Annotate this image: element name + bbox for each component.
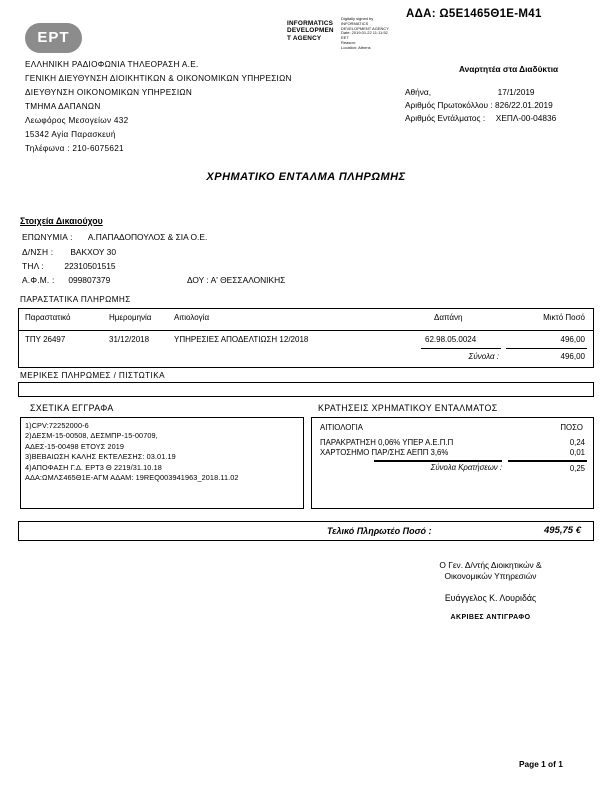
beneficiary-section-title: Στοιχεία Δικαιούχου [20,216,103,226]
org-line-dir: ΔΙΕΥΘΥΝΣΗ ΟΙΚΟΝΟΜΙΚΩΝ ΥΠΗΡΕΣΙΩΝ [25,88,193,97]
related-doc-line: 2)ΔΕΣΜ-15-00508, ΔΕΣΜΠΡ-15-00709, [25,431,158,441]
deductions-total-label: Σύνολα Κρατήσεων : [430,463,502,472]
beneficiary-afm-label: Α.Φ.Μ. : [22,275,55,285]
org-line-company: ΕΛΛΗΝΙΚΗ ΡΑΔΙΟΦΩΝΙΑ ΤΗΛΕΟΡΑΣΗ Α.Ε. [25,60,199,69]
deductions-header-amount: ΠΟΣΟ [560,423,583,432]
beneficiary-name-row: ΕΠΩΝΥΜΙΑ : Α.ΠΑΠΑΔΟΠΟΥΛΟΣ & ΣΙΑ Ο.Ε. [22,232,207,242]
related-doc-line: ΑΔΑ:ΩΜΛΣ465Θ1Ε-ΑΓΜ ΑΔΑΜ: 19REQ003941963_… [25,473,239,483]
related-doc-line: 3)ΒΕΒΑΙΩΣΗ ΚΑΛΗΣ ΕΚΤΕΛΕΣΗΣ: 03.01.19 [25,452,176,462]
ada-number: ΑΔΑ: Ω5Ε1465Θ1Ε-Μ41 [406,8,542,20]
order-number-line: Αριθμός Εντάλματος : ΧΕΠΛ-00-04836 [405,113,556,123]
stamp-agency-line: INFORMATICS [287,20,334,27]
beneficiary-doy: ΔΟΥ : Α' ΘΕΣΣΑΛΟΝΙΚΗΣ [187,275,285,285]
deductions-total-value: 0,25 [569,464,585,473]
order-number-label: Αριθμός Εντάλματος : [405,113,486,123]
related-doc-line: 1)CPV:72252000-6 [25,421,89,430]
certified-copy-label: ΑΚΡΙΒΕΣ ΑΝΤΙΓΡΑΦΟ [450,614,531,621]
org-line-dept: ΤΜΗΜΑ ΔΑΠΑΝΩΝ [25,102,101,111]
posted-on-internet-label: Αναρτητέα στα Διαδύκτια [459,64,559,74]
invoices-total-label: Σύνολα : [468,352,499,361]
signer-name: Ευάγγελος Κ. Λουριδάς [444,593,537,603]
invoice-row-reason: ΥΠΗΡΕΣΙΕΣ ΑΠΟΔΕΛΤΙΩΣΗ 12/2018 [174,335,309,344]
partial-payments-box [18,382,594,397]
beneficiary-address-value: ΒΑΚΧΟΥ 30 [70,247,116,257]
diavgeia-agency-stamp: INFORMATICS DEVELOPMEN T AGENCY [287,20,334,42]
deduction-row-amount: 0,01 [569,448,585,457]
final-total-value: 495,75 € [544,525,581,536]
invoices-header-reason: Αιτιολογία [174,313,210,322]
related-docs-section-title: ΣΧΕΤΙΚΑ ΕΓΓΡΑΦΑ [30,403,114,413]
beneficiary-phone-value: 22310501515 [64,261,116,271]
deduction-row-reason: ΧΑΡΤΟΣΗΜΟ ΠΑΡ/ΣΗΣ ΑΕΠΠ 3,6% [320,448,449,457]
related-doc-line: ΑΔΕΣ-15-00498 ΕΤΟΥΣ 2019 [25,441,125,451]
beneficiary-name-label: ΕΠΩΝΥΜΙΑ : [22,232,73,242]
ert-logo: ΕΡΤ [25,23,82,53]
deduction-row-reason: ΠΑΡΑΚΡΑΤΗΣΗ 0,06% ΥΠΕΡ Α.Ε.Π.Π [320,438,454,447]
beneficiary-afm-row: Α.Φ.Μ. : 099807379 ΔΟΥ : Α' ΘΕΣΣΑΛΟΝΙΚΗΣ [22,275,442,285]
org-line-city: 15342 Αγία Παρασκευή [25,130,116,139]
org-line-gen-dir: ΓΕΝΙΚΗ ΔΙΕΥΘΥΝΣΗ ΔΙΟΙΚΗΤΙΚΩΝ & ΟΙΚΟΝΟΜΙΚ… [25,74,292,83]
page-number: Page 1 of 1 [519,759,563,769]
invoice-row-gross: 496,00 [560,335,585,344]
invoices-amount-underline [506,348,587,349]
invoice-row-doc: ΤΠΥ 26497 [25,335,66,344]
deductions-header-reason: ΑΙΤΙΟΛΟΓΙΑ [320,423,363,432]
invoices-header-divider [19,330,593,331]
invoices-header-date: Ημερομηνία [109,313,152,322]
signer-title-line1: Ο Γεν. Δ/ντής Διοικητικών & [439,560,542,570]
order-number-value: ΧΕΠΛ-00-04836 [495,113,557,123]
deductions-table: ΑΙΤΙΟΛΟΓΙΑ ΠΟΣΟ ΠΑΡΑΚΡΑΤΗΣΗ 0,06% ΥΠΕΡ Α… [311,417,594,509]
beneficiary-afm-value: 099807379 [68,275,111,285]
beneficiary-phone-label: ΤΗΛ : [22,261,44,271]
deduction-row-amount: 0,24 [569,438,585,447]
page-title: ΧΡΗΜΑΤΙΚΟ ΕΝΤΑΛΜΑ ΠΛΗΡΩΜΗΣ [206,171,406,183]
deductions-total-divider [374,460,502,462]
related-docs-box: 1)CPV:72252000-6 2)ΔΕΣΜ-15-00508, ΔΕΣΜΠΡ… [20,417,304,509]
stamp-sig-line: Digitally signed by [341,16,374,21]
stamp-sig-line: EET [341,35,349,41]
ert-logo-text: ΕΡΤ [37,29,70,46]
invoices-section-title: ΠΑΡΑΣΤΑΤΙΚΑ ΠΛΗΡΩΜΗΣ [20,295,131,304]
invoice-row-date: 31/12/2018 [109,335,150,344]
city-label: Αθήνα, [405,87,432,97]
org-line-street: Λεωφόρος Μεσογείων 432 [25,116,129,125]
beneficiary-phone-row: ΤΗΛ : 22310501515 [22,261,116,271]
deductions-section-title: ΚΡΑΤΗΣΕΙΣ ΧΡΗΜΑΤΙΚΟΥ ΕΝΤΑΛΜΑΤΟΣ [318,403,498,413]
invoices-table: Παραστατικό Ημερομηνία Αιτιολογία Δαπάνη… [18,308,594,368]
stamp-sig-line: Date: 2019.01.22 11:11:52 [341,30,388,36]
partial-payments-section-title: ΜΕΡΙΚΕΣ ΠΛΗΡΩΜΕΣ / ΠΙΣΤΩΤΙΚΑ [20,371,165,380]
invoices-header-expense: Δαπάνη [434,313,463,322]
beneficiary-name-value: Α.ΠΑΠΑΔΟΠΟΥΛΟΣ & ΣΙΑ Ο.Ε. [87,232,208,242]
stamp-agency-line: DEVELOPMEN [287,27,334,35]
city-date-line: Αθήνα, 17/1/2019 [405,87,535,97]
digital-signature-stamp: Digitally signed by INFORMATICS DEVELOPM… [341,16,431,51]
invoice-row-expense: 62.98.05.0024 [425,335,477,344]
stamp-sig-line: Location: Athens [341,44,371,50]
document-date: 17/1/2019 [497,87,535,97]
stamp-sig-line: DEVELOPMENT AGENCY [341,25,389,31]
beneficiary-address-row: Δ/ΝΣΗ : ΒΑΚΧΟΥ 30 [22,247,116,257]
deductions-amount-divider [508,460,587,462]
protocol-value: 826/22.01.2019 [495,100,553,110]
beneficiary-doy-label: ΔΟΥ : [187,275,209,285]
signature-block: Ο Γεν. Δ/ντής Διοικητικών & Οικονομικών … [388,560,593,621]
final-total-bar: Τελικό Πληρωτέο Ποσό : 495,75 € [18,521,594,541]
stamp-agency-line: T AGENCY [287,34,322,42]
related-doc-line: 4)ΑΠΟΦΑΣΗ Γ.Δ. ΕΡΤ3 Θ 2219/31.10.18 [25,462,162,472]
beneficiary-address-label: Δ/ΝΣΗ : [22,247,54,257]
signer-title-line2: Οικονομικών Υπηρεσιών [444,570,537,581]
protocol-line: Αριθμός Πρωτοκόλλου : 826/22.01.2019 [405,100,553,110]
stamp-sig-line: INFORMATICS [341,20,369,26]
stamp-sig-line: Reason: [341,39,356,45]
invoices-total-value: 496,00 [560,352,585,361]
final-total-label: Τελικό Πληρωτέο Ποσό : [327,526,432,536]
invoices-expense-underline [421,348,501,349]
beneficiary-doy-value: Α' ΘΕΣΣΑΛΟΝΙΚΗΣ [210,275,286,285]
protocol-label: Αριθμός Πρωτοκόλλου : [405,100,493,110]
org-line-phone: Τηλέφωνα : 210-6075621 [25,144,124,153]
invoices-header-doc: Παραστατικό [25,313,71,322]
invoices-header-gross: Μικτό Ποσό [543,313,585,322]
